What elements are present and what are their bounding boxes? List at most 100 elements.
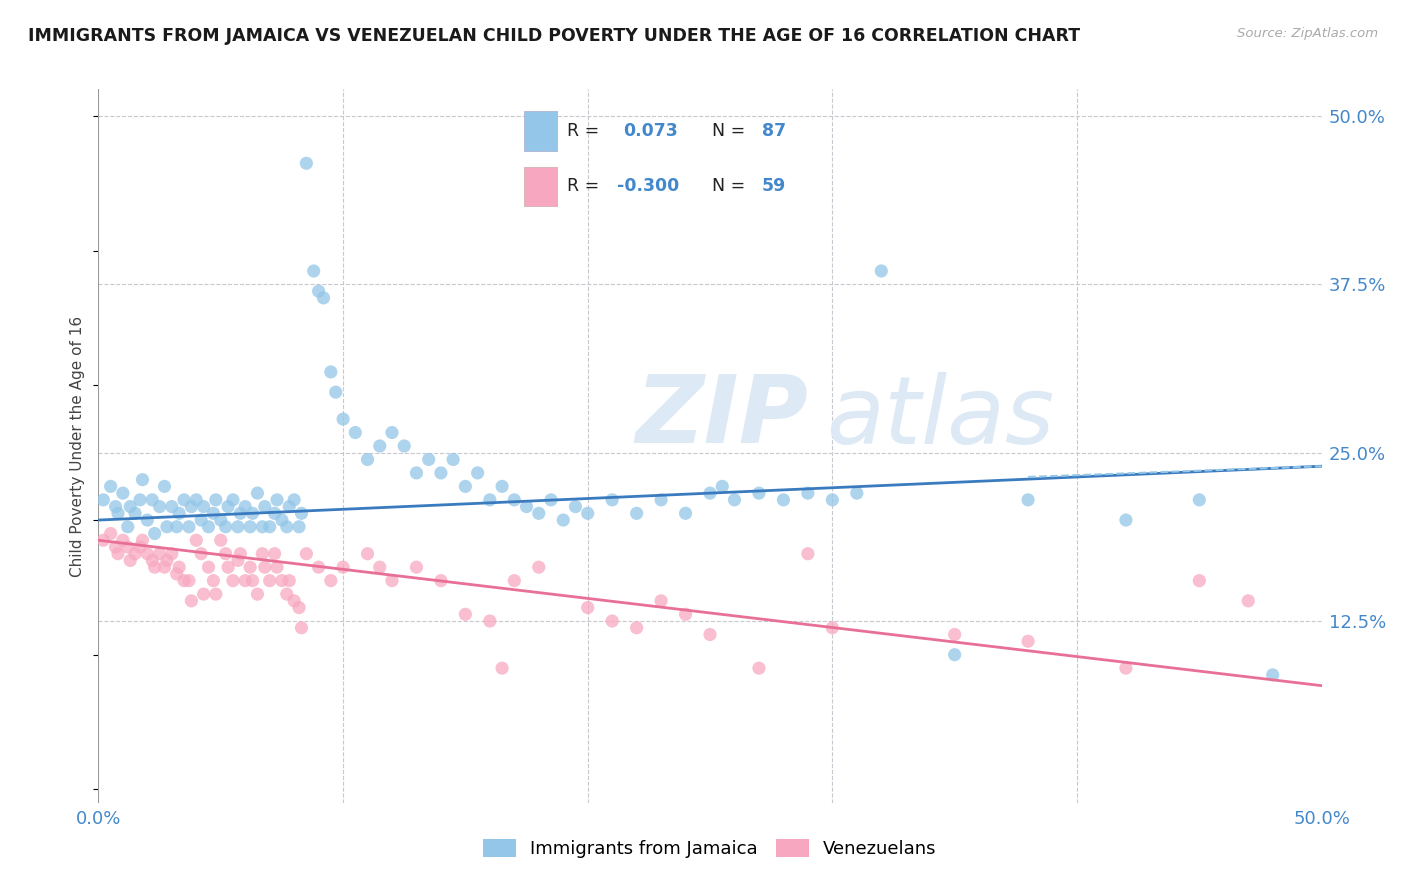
Point: [153, 479, 176, 493]
Point: [276, 587, 298, 601]
Point: [515, 500, 537, 514]
Point: [141, 553, 163, 567]
Text: IMMIGRANTS FROM JAMAICA VS VENEZUELAN CHILD POVERTY UNDER THE AGE OF 16 CORRELAT: IMMIGRANTS FROM JAMAICA VS VENEZUELAN CH…: [28, 27, 1080, 45]
Point: [153, 560, 176, 574]
Point: [239, 560, 262, 574]
Point: [1237, 594, 1260, 608]
Point: [943, 648, 966, 662]
Point: [160, 547, 183, 561]
Point: [111, 533, 134, 548]
Point: [226, 553, 249, 567]
Point: [576, 600, 599, 615]
Point: [166, 566, 188, 581]
Point: [149, 500, 172, 514]
Point: [288, 520, 311, 534]
Point: [430, 466, 453, 480]
Point: [197, 560, 219, 574]
Point: [308, 560, 330, 574]
Point: [1115, 661, 1137, 675]
Point: [100, 479, 122, 493]
Point: [283, 492, 305, 507]
Point: [186, 492, 208, 507]
Point: [527, 560, 550, 574]
Point: [675, 506, 697, 520]
Point: [193, 500, 215, 514]
Point: [214, 520, 236, 534]
Point: [246, 587, 269, 601]
Point: [263, 547, 285, 561]
Text: Source: ZipAtlas.com: Source: ZipAtlas.com: [1237, 27, 1378, 40]
Point: [1115, 513, 1137, 527]
Point: [197, 520, 219, 534]
Point: [242, 574, 264, 588]
Point: [356, 452, 378, 467]
Point: [276, 520, 298, 534]
Point: [405, 466, 427, 480]
Point: [177, 574, 200, 588]
Point: [252, 520, 274, 534]
Point: [278, 500, 301, 514]
Point: [600, 614, 623, 628]
Point: [491, 479, 513, 493]
Point: [626, 506, 648, 520]
Point: [312, 291, 335, 305]
Point: [246, 486, 269, 500]
Point: [186, 533, 208, 548]
Point: [205, 492, 228, 507]
Point: [368, 439, 391, 453]
Point: [124, 547, 146, 561]
Point: [100, 526, 122, 541]
Point: [242, 506, 264, 520]
Point: [454, 607, 477, 622]
Point: [650, 492, 672, 507]
Point: [332, 560, 354, 574]
Text: ZIP: ZIP: [636, 371, 808, 464]
Point: [167, 506, 190, 520]
Point: [117, 520, 139, 534]
Point: [209, 513, 232, 527]
Point: [527, 506, 550, 520]
Point: [290, 621, 312, 635]
Point: [797, 486, 820, 500]
Point: [252, 547, 274, 561]
Point: [129, 540, 152, 554]
Point: [1188, 574, 1211, 588]
Point: [503, 574, 526, 588]
Point: [107, 506, 129, 520]
Point: [344, 425, 367, 440]
Point: [266, 492, 288, 507]
Point: [319, 365, 342, 379]
Point: [131, 473, 153, 487]
Point: [821, 492, 844, 507]
Point: [124, 506, 146, 520]
Point: [381, 574, 404, 588]
Point: [356, 547, 378, 561]
Point: [491, 661, 513, 675]
Point: [141, 492, 163, 507]
Point: [564, 500, 586, 514]
Point: [290, 506, 312, 520]
Point: [748, 661, 770, 675]
Point: [797, 547, 820, 561]
Point: [266, 560, 288, 574]
Point: [381, 425, 404, 440]
Point: [177, 520, 200, 534]
Point: [288, 600, 311, 615]
Point: [263, 506, 285, 520]
Point: [202, 506, 225, 520]
Point: [711, 479, 734, 493]
Point: [104, 540, 127, 554]
Point: [202, 574, 225, 588]
Point: [748, 486, 770, 500]
Point: [278, 574, 301, 588]
Point: [136, 513, 159, 527]
Point: [553, 513, 575, 527]
Point: [190, 547, 212, 561]
Point: [441, 452, 464, 467]
Point: [821, 621, 844, 635]
Point: [295, 156, 318, 170]
Point: [190, 513, 212, 527]
Point: [239, 520, 262, 534]
Point: [131, 533, 153, 548]
Point: [173, 492, 195, 507]
